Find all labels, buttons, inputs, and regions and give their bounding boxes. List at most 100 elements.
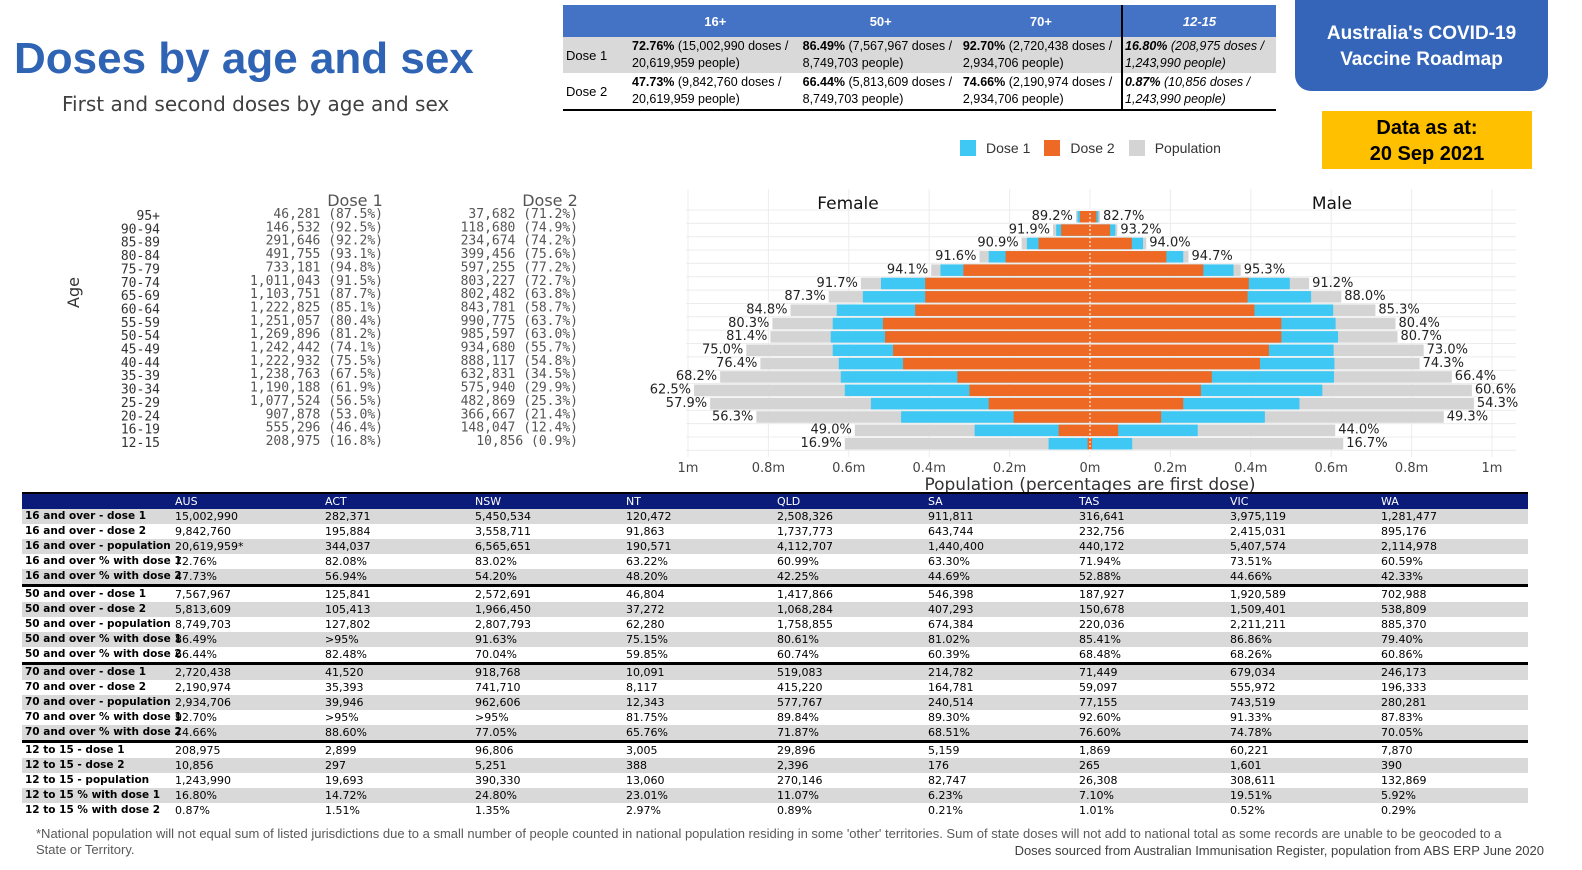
asat-date: 20 Sep 2021 — [1369, 143, 1485, 165]
table-cell: 911,811 — [925, 509, 1076, 524]
male-pct-label: 54.3% — [1477, 396, 1518, 411]
table-cell: 105,413 — [322, 602, 472, 617]
table-cell: 125,841 — [325, 588, 371, 601]
table-cell: 2,211,211 — [1230, 618, 1286, 631]
female-population-bar — [844, 437, 1090, 450]
table-column-header: ACT — [325, 495, 347, 508]
table-cell: 52.88% — [1076, 569, 1227, 587]
table-cell: 60.39% — [925, 647, 1076, 665]
x-tick-label: 0m — [1080, 461, 1101, 476]
table-row-label: 70 and over - dose 2 — [25, 681, 147, 693]
table-cell: 68.48% — [1076, 647, 1227, 665]
age-group-label: 50-54 — [121, 329, 160, 344]
male-pct-label: 94.0% — [1149, 236, 1190, 251]
dose1-value: 1,222,932 (75.5%) — [250, 354, 383, 369]
male-dose2-bar — [1090, 344, 1269, 356]
age-group-label: 60-64 — [121, 302, 160, 317]
table-cell: 390 — [1378, 758, 1528, 773]
male-pct-label: 95.3% — [1244, 262, 1285, 277]
table-cell: 26,308 — [1079, 774, 1118, 787]
female-pct-label: 89.2% — [1032, 209, 1073, 224]
dose2-value: 482,869 (25.3%) — [461, 394, 578, 409]
table-cell: 92.60% — [1079, 711, 1121, 724]
table-cell: 2.97% — [626, 804, 661, 817]
table-cell: 316,641 — [1076, 509, 1227, 524]
table-cell: 10,856 — [172, 758, 322, 773]
dose2-value: 597,255 (77.2%) — [461, 260, 578, 275]
dose2-value: 399,456 (75.6%) — [461, 247, 578, 262]
male-dose2-bar — [1090, 331, 1282, 343]
table-row-label: 16 and over % with dose 2 — [22, 569, 182, 587]
table-cell: 1.35% — [475, 804, 510, 817]
summary-cell-pct: 92.70% — [962, 39, 1006, 53]
dose2-value: 934,680 (55.7%) — [461, 341, 578, 356]
table-cell: 270,146 — [777, 774, 823, 787]
male-pct-label: 73.0% — [1427, 343, 1468, 358]
table-row-label: 50 and over - dose 2 — [22, 602, 172, 617]
table-cell: 13,060 — [626, 774, 665, 787]
table-row-label: 70 and over % with dose 2 — [22, 725, 182, 743]
table-cell: 23.01% — [623, 788, 774, 803]
table-cell: 297 — [322, 758, 472, 773]
table-cell: 2,396 — [774, 758, 925, 773]
male-pct-label: 85.3% — [1378, 302, 1419, 317]
female-dose2-bar — [1013, 411, 1090, 423]
table-cell: 0.89% — [777, 804, 812, 817]
table-cell: 196,333 — [1381, 681, 1427, 694]
table-cell: 2,572,691 — [475, 588, 531, 601]
male-dose2-bar — [1090, 357, 1261, 370]
table-cell: 0.52% — [1230, 804, 1265, 817]
table-cell: 81.02% — [925, 632, 1076, 647]
x-tick-label: 0.4m — [913, 461, 946, 476]
summary-cell-detail: (9,842,760 doses / 20,619,959 people) — [632, 75, 782, 106]
table-cell: 1,243,990 — [175, 774, 231, 787]
data-as-at-badge: Data as at: 20 Sep 2021 — [1322, 111, 1532, 169]
summary-cell-detail: (10,856 doses / 1,243,990 people) — [1125, 75, 1251, 106]
table-cell: 3,558,711 — [475, 525, 531, 538]
age-group-label: 80-84 — [121, 249, 160, 264]
legend-label: Population — [1154, 140, 1221, 156]
table-cell: 885,370 — [1381, 618, 1427, 631]
female-dose2-bar — [988, 397, 1090, 410]
dose2-column-header: Dose 2 — [522, 191, 578, 210]
table-row: 16 and over - dose 2 9,842,760 195,884 3,55… — [22, 524, 1528, 539]
table-row: 50 and over - dose 2 5,813,609 105,413 1,96… — [22, 602, 1528, 617]
table-cell: 89.84% — [777, 711, 819, 724]
summary-cell: 66.44% (5,813,609 doses / 8,749,703 peop… — [800, 73, 961, 111]
male-pct-label: 93.2% — [1120, 222, 1161, 237]
dose1-value: 1,222,825 (85.1%) — [250, 300, 383, 315]
table-row: 12 to 15 % with dose 1 16.80% 14.72% 24.80%… — [22, 788, 1528, 803]
male-population-bar — [1090, 411, 1444, 423]
dose1-value: 1,190,188 (61.9%) — [250, 381, 383, 396]
table-column-header: NT — [626, 495, 641, 508]
table-cell: 2,114,978 — [1378, 539, 1528, 554]
male-dose2-bar — [1090, 437, 1093, 450]
table-cell: >95% — [322, 632, 472, 647]
table-cell: 240,514 — [925, 695, 1076, 710]
table-cell: 344,037 — [322, 539, 472, 554]
table-cell: 74.78% — [1227, 725, 1378, 743]
table-cell: 555,972 — [1230, 681, 1276, 694]
dose1-value: 46,281 (87.5%) — [273, 207, 383, 222]
table-row-label: 50 and over % with dose 2 — [22, 647, 182, 665]
x-tick-label: 0.2m — [993, 461, 1026, 476]
summary-col-12-15: 12-15 — [1121, 5, 1276, 37]
table-cell: 265 — [1076, 758, 1227, 773]
table-cell: 440,172 — [1076, 539, 1227, 554]
table-cell: 1,417,866 — [777, 588, 833, 601]
table-row: 16 and over % with dose 2 47.73% 56.94% 54.… — [22, 569, 1528, 587]
table-cell: 7,567,967 — [175, 588, 231, 601]
table-column-header: SA — [928, 495, 943, 508]
table-cell: 39,946 — [322, 695, 472, 710]
male-pct-label: 80.4% — [1399, 316, 1440, 331]
table-cell: 85.41% — [1076, 632, 1227, 647]
table-cell: 5.92% — [1378, 788, 1528, 803]
table-row: 12 to 15 - dose 1 208,975 2,899 96,806 3,005… — [22, 742, 1528, 759]
summary-cell: 74.66% (2,190,974 doses / 2,934,706 peop… — [960, 73, 1123, 111]
female-pct-label: 76.4% — [716, 356, 757, 371]
legend-label: Dose 1 — [986, 140, 1031, 156]
female-pct-label: 62.5% — [650, 383, 691, 398]
table-cell: 2,934,706 — [172, 695, 322, 710]
male-pct-label: 60.6% — [1475, 383, 1516, 398]
table-cell: 66.44% — [172, 647, 322, 665]
